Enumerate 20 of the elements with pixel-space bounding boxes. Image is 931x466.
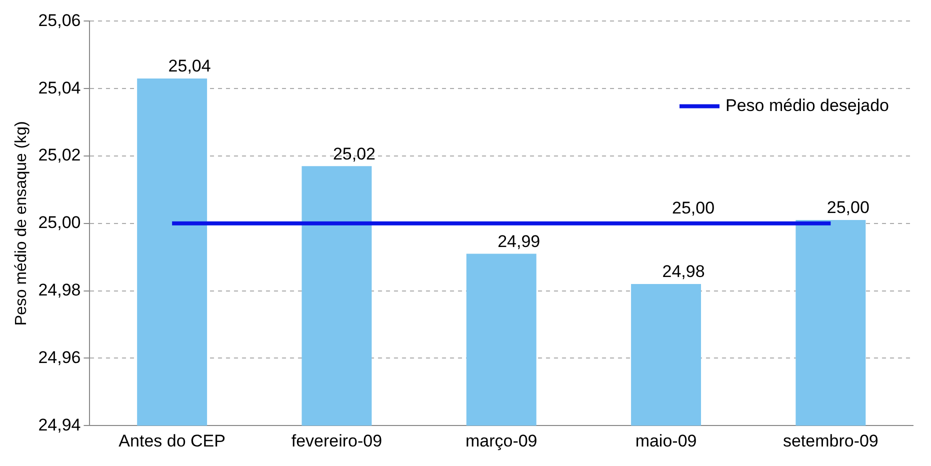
data-label: 25,00: [672, 198, 715, 218]
y-tick-label: 25,06: [38, 10, 81, 30]
data-label: 25,04: [168, 56, 211, 76]
x-tick-label: fevereiro-09: [291, 431, 382, 450]
data-label: 25,00: [826, 198, 870, 218]
x-tick-label: maio-09: [635, 431, 697, 450]
data-label: 25,02: [332, 144, 376, 164]
y-tick-label: 25,02: [38, 146, 81, 165]
y-tick-label: 24,98: [38, 280, 81, 300]
x-tick-label: setembro-09: [782, 431, 878, 450]
y-tick-label: 25,00: [38, 213, 81, 232]
legend-label: Peso médio desejado: [726, 96, 890, 115]
y-tick-label: 24,94: [38, 415, 81, 434]
y-tick-label: 25,04: [38, 78, 81, 98]
x-tick-label: Antes do CEP: [118, 431, 226, 450]
y-tick-label: 24,96: [38, 348, 81, 367]
data-label: 24,98: [662, 262, 705, 282]
y-axis-title: Peso médio de ensaque (kg): [13, 121, 30, 326]
data-label: 24,99: [498, 232, 540, 251]
x-tick-label: março-09: [465, 431, 538, 450]
